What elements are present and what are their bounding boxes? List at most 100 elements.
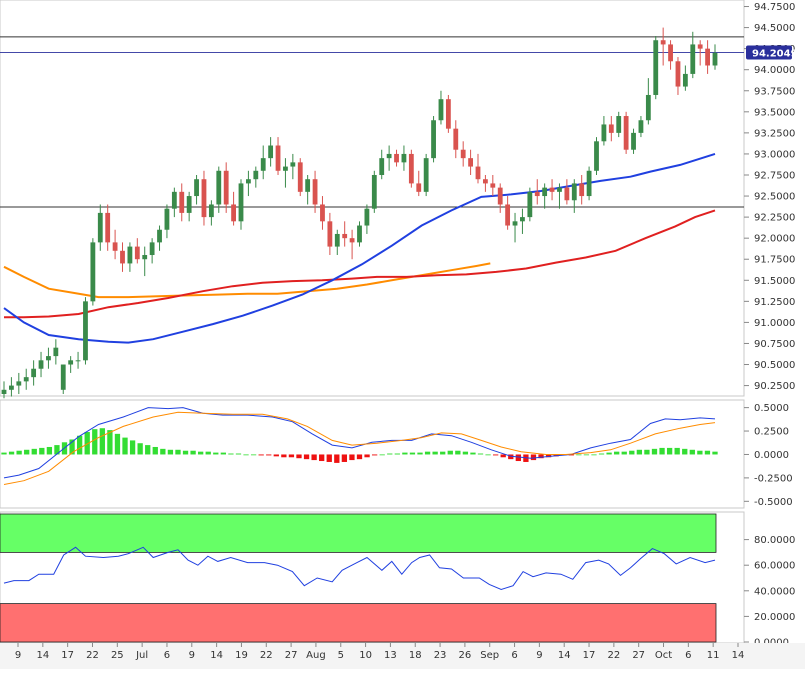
candle-body: [312, 179, 318, 205]
macd-histogram-bar: [198, 451, 204, 455]
macd-histogram-bar: [455, 450, 461, 455]
candle: [490, 174, 496, 197]
macd-histogram-bar: [326, 454, 332, 462]
candle: [416, 170, 422, 197]
candle: [149, 238, 155, 264]
candle-body: [60, 364, 66, 390]
rsi-overbought-zone: [0, 513, 717, 553]
candle-body: [579, 183, 585, 197]
price-tick-label: 92.7500: [754, 170, 795, 181]
macd-tick-label: -0.2500: [754, 473, 793, 484]
candle: [38, 351, 44, 378]
candle: [75, 351, 81, 369]
macd-histogram-bar: [220, 452, 226, 455]
candle-body: [201, 179, 207, 218]
candle: [460, 141, 466, 167]
candle-body: [1, 389, 7, 394]
candle: [216, 166, 222, 213]
candle: [31, 360, 37, 386]
macd-histogram-bar: [1, 452, 7, 455]
macd-histogram-bar: [190, 450, 196, 455]
macd-histogram-bar: [54, 445, 60, 455]
candle-body: [460, 149, 466, 159]
price-tick-label: 90.5000: [754, 360, 795, 371]
candle: [83, 297, 88, 365]
candle: [290, 153, 296, 180]
candle-body: [564, 187, 570, 201]
candle-body: [549, 187, 555, 192]
candle-body: [475, 166, 481, 180]
macd-histogram-bar: [387, 453, 393, 455]
candle-body: [423, 158, 429, 192]
candle: [157, 225, 162, 251]
candle: [68, 356, 74, 373]
candle: [223, 162, 229, 213]
candle: [616, 111, 622, 138]
macd-histogram-bar: [228, 453, 234, 455]
candle: [431, 116, 436, 163]
candle: [245, 170, 251, 197]
candle: [645, 78, 651, 125]
macd-histogram-bar: [538, 454, 544, 459]
candle-body: [290, 162, 296, 167]
candle: [305, 174, 311, 205]
candle: [297, 158, 303, 197]
price-tick-label: 93.2500: [754, 128, 795, 139]
candle: [638, 116, 644, 138]
macd-histogram-bar: [371, 454, 378, 456]
candle: [253, 166, 259, 188]
candle-body: [608, 124, 614, 133]
candle-body: [690, 44, 696, 74]
rsi-tick-label: 20.0000: [754, 612, 795, 623]
candle: [97, 204, 103, 251]
candle-body: [68, 360, 74, 365]
candle: [201, 170, 207, 226]
candle-body: [120, 250, 125, 264]
x-tick-label: Sep: [480, 650, 499, 661]
macd-histogram-bar: [250, 454, 257, 456]
last-price-label: 94.2049: [752, 48, 798, 59]
last-price-badge-bg: [746, 45, 792, 60]
macd-histogram-bar: [266, 454, 272, 456]
candle: [1, 381, 7, 399]
candle: [179, 183, 185, 222]
macd-histogram-bar: [311, 454, 317, 461]
x-tick-label: 6: [164, 650, 170, 661]
candle: [423, 153, 429, 197]
macd-histogram-bar: [341, 454, 348, 462]
candle: [512, 212, 518, 243]
candle: [127, 242, 133, 272]
macd-histogram-bar: [485, 454, 491, 456]
x-tick-label: 25: [111, 650, 124, 661]
macd-histogram-bar: [334, 454, 340, 463]
candle: [16, 372, 22, 394]
rsi-oversold-zone: [0, 603, 717, 643]
candle: [542, 183, 548, 209]
candle: [312, 170, 318, 213]
macd-histogram-bar: [129, 440, 136, 455]
macd-histogram-bar: [46, 446, 53, 455]
macd-histogram-bar: [281, 454, 287, 458]
candle-body: [97, 212, 103, 243]
macd-histogram-bar: [636, 449, 643, 455]
x-tick-label: 11: [707, 650, 720, 661]
macd-histogram-bar: [76, 435, 83, 455]
price-tick-label: 92.0000: [754, 234, 795, 245]
candle-body: [416, 183, 422, 192]
candle-body: [557, 187, 562, 192]
candle-body: [342, 233, 348, 239]
candle-body: [371, 174, 377, 209]
candle: [520, 208, 525, 234]
macd-histogram-bar: [107, 430, 113, 455]
candle-body: [179, 191, 185, 213]
candle-body: [142, 255, 148, 260]
macd-histogram-bar: [319, 454, 325, 462]
macd-histogram-bar: [666, 447, 673, 455]
x-axis: 9 14 17 22 25 Jul 6 9 14 19 22 27 Aug 5 10 13 18 23 26 Sep 6…: [0, 643, 805, 669]
candle: [105, 204, 111, 251]
candle: [682, 65, 688, 91]
macd-histogram-bar: [16, 450, 22, 455]
candle: [527, 187, 533, 222]
macd-histogram-bar: [447, 450, 453, 455]
macd-histogram-bar: [394, 453, 400, 455]
